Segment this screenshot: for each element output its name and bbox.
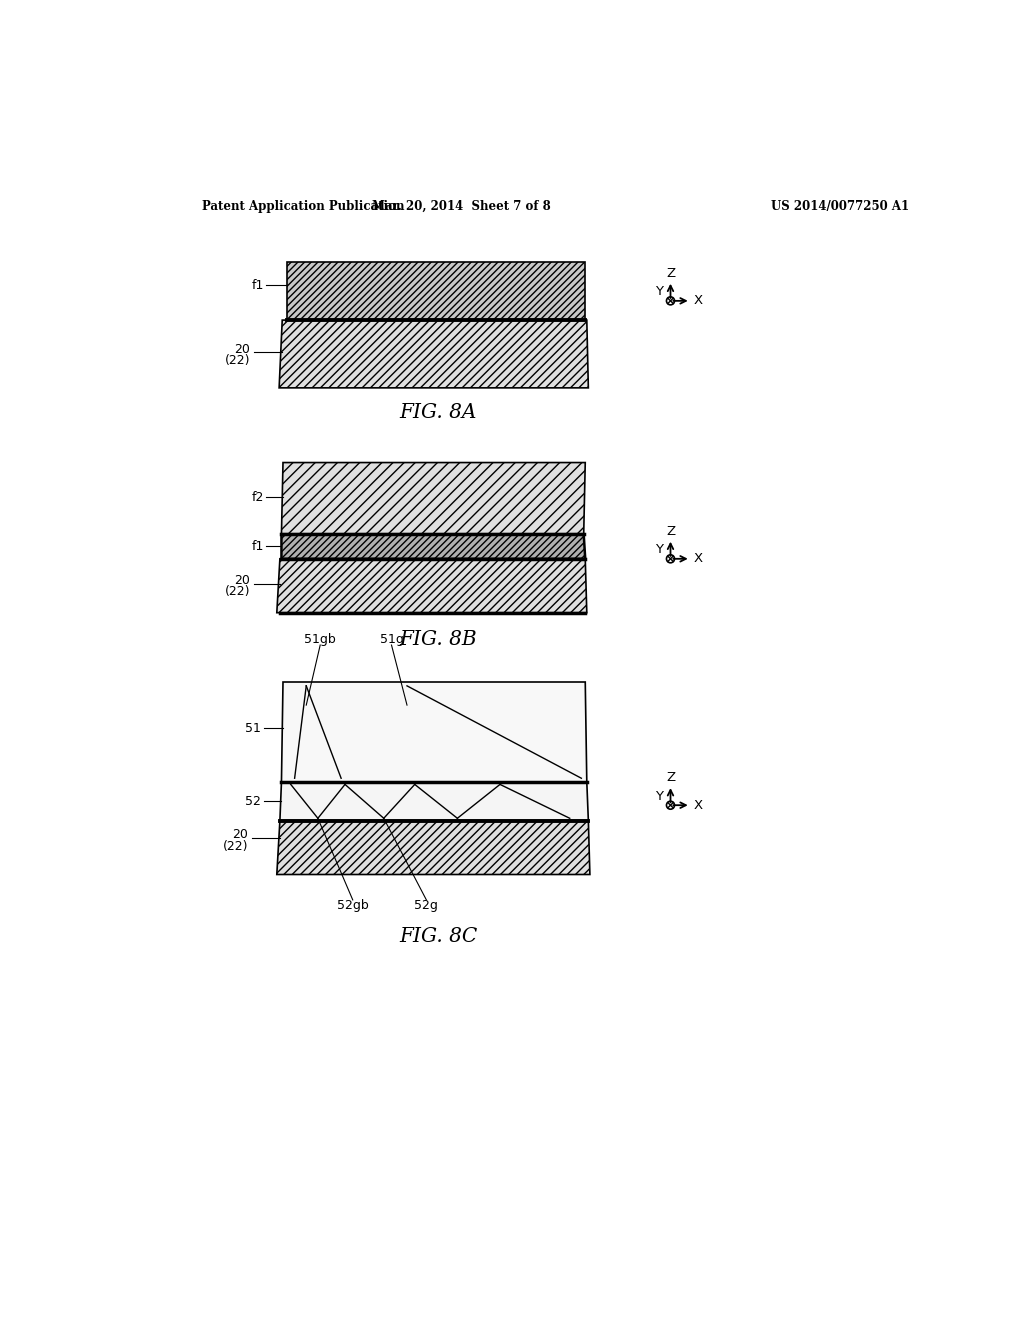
Polygon shape	[276, 558, 587, 612]
Text: Y: Y	[655, 789, 664, 803]
Text: Patent Application Publication: Patent Application Publication	[202, 199, 404, 213]
Polygon shape	[282, 462, 586, 535]
Text: (22): (22)	[222, 840, 248, 853]
Text: 52: 52	[246, 795, 261, 808]
Polygon shape	[282, 682, 587, 781]
Text: 51gb: 51gb	[304, 634, 336, 647]
Text: 52g: 52g	[415, 899, 438, 912]
Polygon shape	[276, 821, 590, 875]
Text: Z: Z	[666, 771, 675, 784]
Text: Y: Y	[655, 285, 664, 298]
Polygon shape	[280, 781, 589, 821]
Text: (22): (22)	[225, 585, 251, 598]
Text: FIG. 8C: FIG. 8C	[399, 927, 477, 945]
Text: Mar. 20, 2014  Sheet 7 of 8: Mar. 20, 2014 Sheet 7 of 8	[372, 199, 551, 213]
Text: (22): (22)	[225, 354, 251, 367]
Text: 51: 51	[246, 722, 261, 735]
Text: 51g: 51g	[380, 634, 403, 647]
Text: 20: 20	[234, 574, 251, 587]
Text: US 2014/0077250 A1: US 2014/0077250 A1	[771, 199, 909, 213]
Text: Y: Y	[655, 544, 664, 556]
Text: Z: Z	[666, 524, 675, 537]
Polygon shape	[280, 321, 589, 388]
Text: Z: Z	[666, 267, 675, 280]
Text: f2: f2	[251, 491, 263, 504]
Text: 20: 20	[232, 828, 248, 841]
Text: X: X	[694, 552, 702, 565]
Text: f1: f1	[251, 540, 263, 553]
Text: f1: f1	[251, 279, 263, 292]
Polygon shape	[282, 535, 586, 558]
Polygon shape	[287, 263, 586, 321]
Text: 52gb: 52gb	[337, 899, 369, 912]
Text: 20: 20	[234, 343, 251, 356]
Text: X: X	[694, 294, 702, 308]
Text: FIG. 8A: FIG. 8A	[399, 403, 477, 422]
Text: FIG. 8B: FIG. 8B	[399, 630, 477, 649]
Text: X: X	[694, 799, 702, 812]
